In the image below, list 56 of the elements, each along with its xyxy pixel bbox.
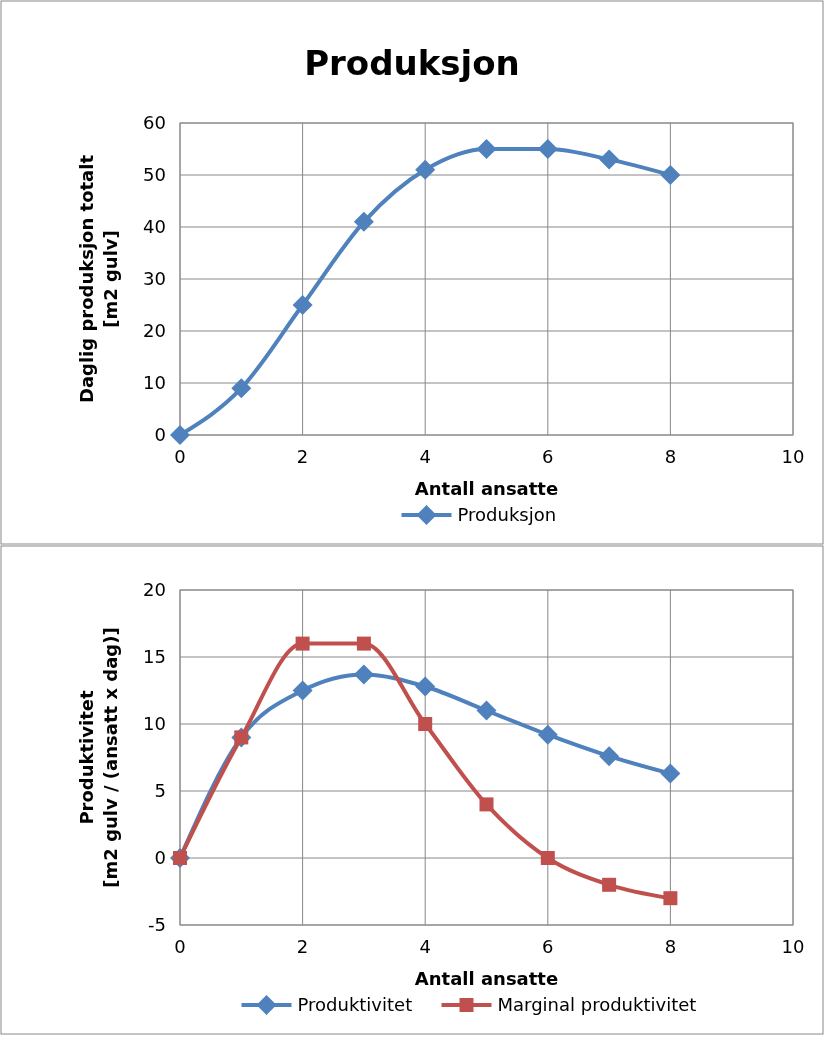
y-tick-label: 0 (154, 424, 166, 446)
point (170, 425, 190, 445)
point (295, 636, 310, 651)
legend-label: Marginal produktivitet (497, 994, 697, 1016)
point (537, 724, 558, 745)
legend-label: Produksjon (457, 504, 557, 526)
y-tick-label: 0 (154, 847, 166, 869)
x-tick-label: 4 (419, 446, 431, 467)
y-tick-label: 40 (143, 216, 166, 238)
point (476, 700, 497, 721)
y-tick-label: 20 (143, 579, 166, 601)
point (479, 797, 494, 812)
point (476, 139, 497, 159)
x-tick-label: 2 (296, 446, 309, 467)
y-tick-label: 20 (143, 320, 166, 342)
point (292, 680, 313, 701)
y-tick-label: 50 (143, 164, 166, 186)
y-tick-label: -5 (148, 914, 166, 936)
chart-title: Produksjon (304, 43, 520, 83)
x-tick-label: 8 (664, 446, 677, 467)
point (602, 877, 617, 892)
x-tick-label: 0 (174, 936, 186, 957)
point (660, 165, 681, 185)
point (599, 149, 620, 170)
x-axis-title: Antall ansatte (414, 968, 559, 989)
y-tick-label: 10 (143, 713, 166, 735)
x-tick-label: 8 (664, 936, 677, 957)
point (418, 717, 433, 731)
y-tick-label: 10 (143, 372, 166, 394)
point (353, 664, 374, 685)
x-tick-label: 10 (781, 936, 805, 957)
x-tick-label: 0 (174, 446, 186, 467)
x-tick-label: 2 (296, 936, 309, 957)
point (537, 139, 558, 159)
x-tick-label: 6 (542, 936, 554, 957)
point (415, 676, 436, 697)
point (540, 851, 555, 865)
y-tick-label: 30 (143, 268, 166, 290)
point (663, 891, 678, 906)
y-axis-title: Produktivitet [m2 gulv / (ansatt x dag)] (76, 627, 121, 888)
point (415, 159, 436, 180)
legend-label: Produktivitet (297, 994, 413, 1016)
y-tick-label: 15 (143, 646, 166, 668)
point (660, 763, 681, 784)
x-tick-label: 4 (419, 936, 431, 957)
x-tick-label: 6 (542, 446, 554, 467)
y-tick-label: 5 (154, 780, 166, 802)
point (356, 636, 371, 651)
x-axis-title: Antall ansatte (414, 478, 559, 499)
point (599, 746, 620, 767)
x-tick-label: 10 (781, 446, 805, 467)
y-tick-label: 60 (143, 112, 166, 134)
point (231, 378, 252, 399)
y-axis-title: Daglig produksjon totalt [m2 gulv] (76, 154, 121, 404)
point (292, 295, 313, 315)
point (353, 211, 374, 232)
